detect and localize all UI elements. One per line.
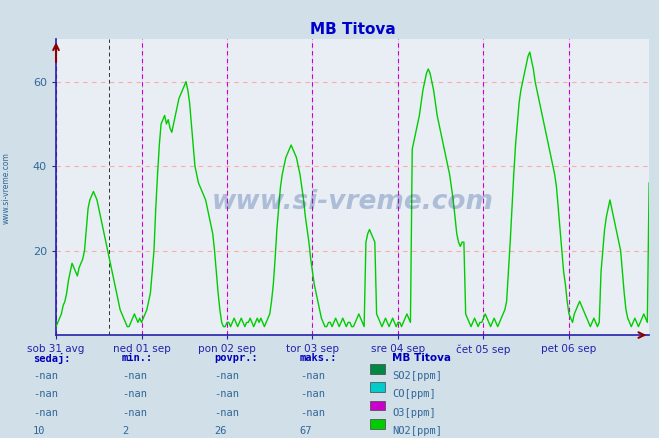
- Text: -nan: -nan: [214, 408, 239, 418]
- Text: min.:: min.:: [122, 353, 153, 363]
- Text: 26: 26: [214, 426, 227, 436]
- Text: -nan: -nan: [300, 408, 325, 418]
- Text: povpr.:: povpr.:: [214, 353, 258, 363]
- Text: 10: 10: [33, 426, 45, 436]
- Text: -nan: -nan: [122, 371, 147, 381]
- Text: -nan: -nan: [33, 389, 58, 399]
- Text: NO2[ppm]: NO2[ppm]: [392, 426, 442, 436]
- Text: -nan: -nan: [214, 371, 239, 381]
- Text: MB Titova: MB Titova: [392, 353, 451, 363]
- Text: 2: 2: [122, 426, 128, 436]
- Text: -nan: -nan: [214, 389, 239, 399]
- Text: CO[ppm]: CO[ppm]: [392, 389, 436, 399]
- Text: SO2[ppm]: SO2[ppm]: [392, 371, 442, 381]
- Text: -nan: -nan: [300, 389, 325, 399]
- Text: O3[ppm]: O3[ppm]: [392, 408, 436, 418]
- Text: 67: 67: [300, 426, 312, 436]
- Text: -nan: -nan: [122, 408, 147, 418]
- Text: maks.:: maks.:: [300, 353, 337, 363]
- Title: MB Titova: MB Titova: [310, 22, 395, 37]
- Text: -nan: -nan: [33, 408, 58, 418]
- Text: www.si-vreme.com: www.si-vreme.com: [212, 189, 494, 215]
- Text: sedaj:: sedaj:: [33, 353, 71, 364]
- Text: -nan: -nan: [122, 389, 147, 399]
- Text: -nan: -nan: [300, 371, 325, 381]
- Text: -nan: -nan: [33, 371, 58, 381]
- Text: www.si-vreme.com: www.si-vreme.com: [2, 152, 11, 224]
